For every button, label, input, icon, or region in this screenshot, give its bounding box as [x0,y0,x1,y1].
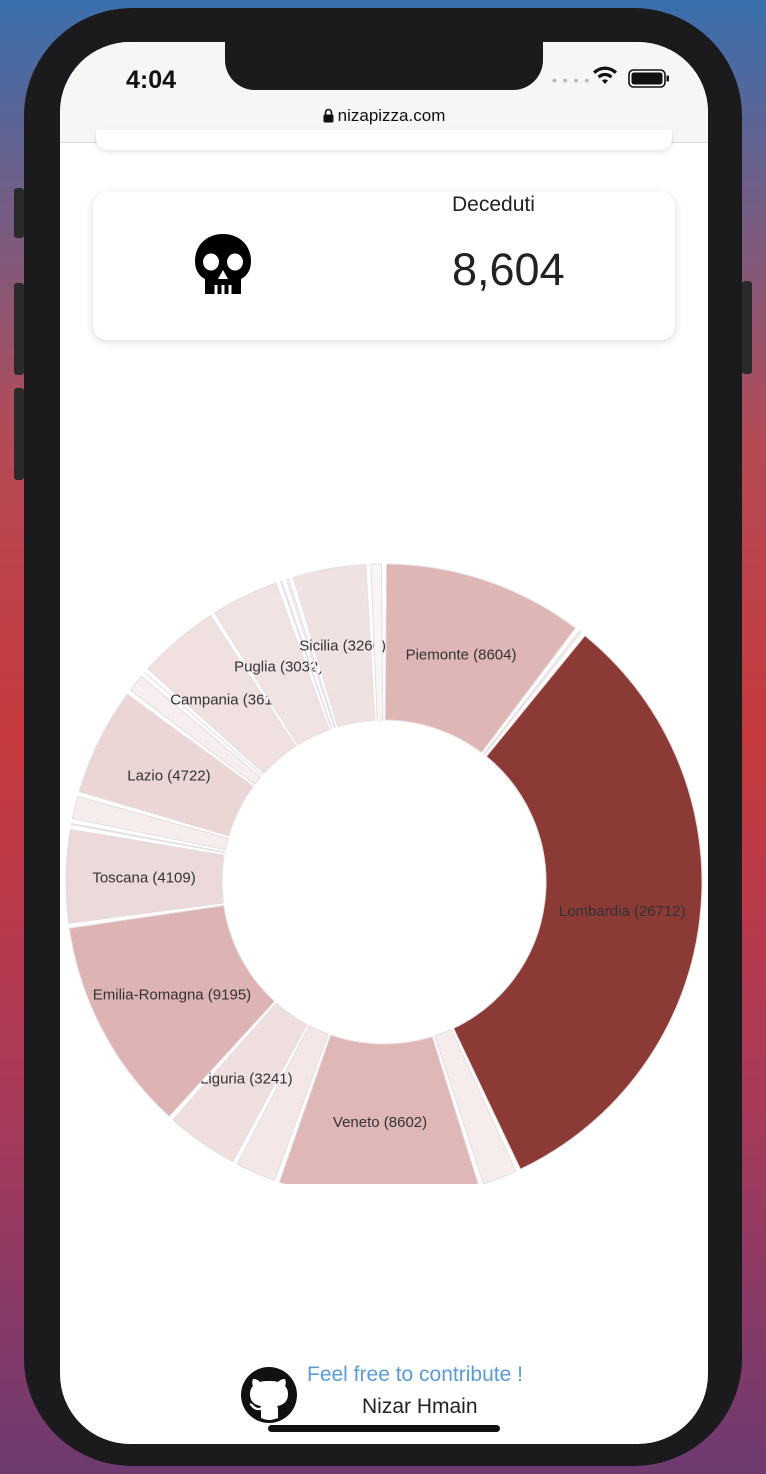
donut-slice-unlabeled-12[interactable] [129,675,261,785]
donut-slice-unlabeled-9[interactable] [70,822,226,854]
home-indicator [268,1425,500,1432]
slice-label-campania: Campania (3618) [170,691,286,708]
slice-label-toscana: Toscana (4109) [92,870,195,887]
donut-slice-unlabeled-3[interactable] [434,1028,517,1184]
slice-label-puglia: Puglia (3032) [234,658,323,675]
donut-slice-puglia[interactable] [214,582,330,746]
skull-icon [195,234,251,294]
volume-up-button [14,283,24,375]
notch [225,42,543,90]
slice-label-lombardia: Lombardia (26712) [559,903,686,920]
wifi-icon [593,66,617,84]
donut-slice-emilia-romagna[interactable] [68,905,276,1117]
donut-slice-unlabeled-16[interactable] [280,580,333,730]
card-label: Deceduti [452,193,535,216]
author-name: Nizar Hmain [362,1395,478,1418]
card-value: 8,604 [452,244,565,295]
donut-slice-campania[interactable] [147,615,297,774]
address-bar[interactable]: nizapizza.com [60,106,708,126]
mute-switch [14,188,24,238]
volume-down-button [14,388,24,480]
clock: 4:04 [126,66,177,94]
lock-icon [323,108,334,123]
slice-label-emilia-romagna: Emilia-Romagna (9195) [93,986,251,1003]
phone-screen: 4:04 • • • • nizapizza.com [60,42,708,1444]
regions-donut-chart: Piemonte (8604) Lombardia (26712) Veneto (… [65,563,703,1184]
donut-slice-lombardia[interactable] [453,635,703,1170]
donut-slice-lazio[interactable] [78,693,254,837]
slice-label-sicilia: Sicilia (3260) [299,638,386,655]
slice-label-piemonte: Piemonte (8604) [406,647,517,664]
donut-slice-piemonte[interactable] [384,563,576,754]
donut-slice-unlabeled-5[interactable] [236,1025,329,1182]
battery-icon [628,69,669,88]
donut-slice-toscana[interactable] [65,828,225,924]
previous-card [96,130,672,150]
url-text: nizapizza.com [337,106,446,125]
donut-slice-unlabeled-1[interactable] [483,630,582,756]
donut-slice-unlabeled-17[interactable] [285,578,336,729]
donut-slice-liguria[interactable] [172,1002,308,1163]
donut-slice-unlabeled-19[interactable] [370,563,384,721]
donut-slice-unlabeled-10[interactable] [71,795,229,851]
donut-slice-sicilia[interactable] [292,564,376,728]
deaths-card: Deceduti 8,604 [93,192,675,340]
donut-slice-veneto[interactable] [278,1034,479,1184]
contribute-link[interactable]: Feel free to contribute ! [307,1363,523,1386]
donut-slice-unlabeled-13[interactable] [144,671,263,776]
signal-icon: • • • • [552,72,591,88]
slice-label-veneto: Veneto (8602) [333,1114,427,1131]
github-icon[interactable] [240,1366,298,1424]
slice-label-lazio: Lazio (4722) [127,767,210,784]
slice-label-liguria: Liguria (3241) [200,1071,293,1088]
power-button [742,281,752,374]
